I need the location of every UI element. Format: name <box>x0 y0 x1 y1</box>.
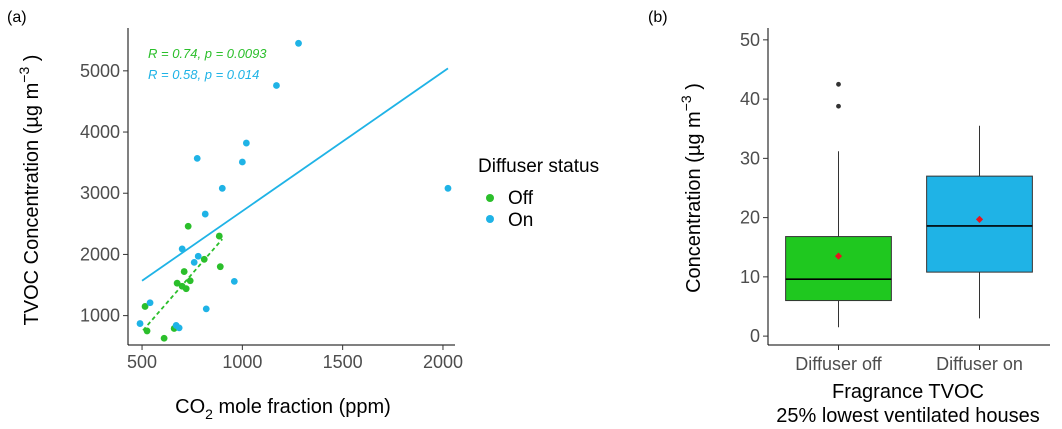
data-point-on <box>238 158 246 166</box>
panel-a: (a) 500 1000 1500 200010002000300040005000 … <box>7 9 599 422</box>
panel-a-fit-lines <box>141 67 449 331</box>
data-point-on <box>175 324 183 332</box>
stat-label-off: R = 0.74, p = 0.0093 <box>148 46 267 61</box>
y-tick-label: 40 <box>740 89 760 109</box>
data-point-on <box>230 277 238 285</box>
panel-a-y-axis-title: TVOC Concentration (µg m−3 ) <box>16 55 43 326</box>
x-tick-label: 1000 <box>222 352 262 372</box>
y-tick-label: 50 <box>740 30 760 50</box>
y-tick-label: 10 <box>740 267 760 287</box>
data-point-on <box>202 305 210 313</box>
data-point-off <box>141 303 149 310</box>
legend-key-off <box>486 194 494 202</box>
panel-a-ticks: 500 1000 1500 2000 1000 2000 3000 4000 5000 <box>80 61 463 372</box>
data-point-on <box>242 139 250 147</box>
data-point-on <box>194 252 202 260</box>
panel-b-x-axis-title-line2: 25% lowest ventilated houses <box>776 405 1040 427</box>
data-point-on <box>201 210 209 218</box>
stat-label-on: R = 0.58, p = 0.014 <box>148 67 259 82</box>
data-point-off <box>180 268 188 275</box>
panel-a-x-axis-title: CO2 mole fraction (ppm) <box>175 396 391 422</box>
fit-line-on <box>141 67 449 282</box>
y-tick-label: 2000 <box>80 244 120 264</box>
outlier-point <box>836 81 841 87</box>
y-tick-label: 30 <box>740 148 760 168</box>
panel-a-points <box>136 39 452 342</box>
y-tick-label: 0 <box>750 326 760 346</box>
x-tick-label: Diffuser on <box>936 354 1023 374</box>
panel-b-axes <box>767 28 1050 346</box>
data-point-on <box>444 184 452 192</box>
x-tick-label: 500 <box>127 352 157 372</box>
x-tick-label: Diffuser off <box>795 354 882 374</box>
data-point-on <box>190 258 198 266</box>
legend-title: Diffuser status <box>478 156 599 177</box>
data-point-on <box>146 299 154 307</box>
data-point-off <box>182 285 190 293</box>
x-tick-label: 1500 <box>323 352 363 372</box>
legend: Diffuser status Off On <box>478 156 599 231</box>
data-point-on <box>218 184 226 192</box>
data-point-off <box>160 334 168 342</box>
y-tick-label: 3000 <box>80 183 120 203</box>
fit-line-off <box>142 238 223 331</box>
y-tick-label: 5000 <box>80 61 120 81</box>
mean-marker <box>834 252 843 260</box>
data-point-on <box>193 154 201 162</box>
panel-a-label: (a) <box>7 9 27 26</box>
data-point-off <box>200 255 208 263</box>
x-tick-label: 2000 <box>423 352 463 372</box>
data-point-on <box>295 39 302 47</box>
y-tick-label: 4000 <box>80 122 120 142</box>
box-iqr <box>785 236 892 302</box>
data-point-off <box>173 279 181 287</box>
y-tick-label: 20 <box>740 208 760 228</box>
data-point-off <box>184 222 192 230</box>
data-point-on <box>136 320 144 327</box>
legend-label-off: Off <box>508 188 534 209</box>
panel-b: (b) 0 10 20 30 40 50 Diffuser off Diffuser on C… <box>648 9 1050 427</box>
panel-b-x-axis-title-line1: Fragrance TVOC <box>832 381 984 403</box>
data-point-off <box>186 277 194 285</box>
data-point-off <box>215 232 223 240</box>
legend-key-on <box>486 215 494 223</box>
data-point-off <box>216 263 224 271</box>
data-point-off <box>143 327 151 335</box>
panel-b-ticks: 0 10 20 30 40 50 Diffuser off Diffuser on <box>740 30 1023 374</box>
panel-b-y-axis-title: Concentration (µg m−3 ) <box>678 83 705 293</box>
legend-label-on: On <box>508 210 533 231</box>
panel-a-axes <box>127 28 455 346</box>
y-tick-label: 1000 <box>80 306 120 326</box>
data-point-on <box>178 245 186 253</box>
outlier-point <box>836 103 841 109</box>
data-point-on <box>273 82 280 89</box>
panel-b-label: (b) <box>648 9 668 26</box>
panel-a-stats: R = 0.74, p = 0.0093 R = 0.58, p = 0.014 <box>148 46 267 82</box>
box-iqr <box>926 175 1033 273</box>
mean-marker <box>975 215 984 223</box>
panel-b-boxes <box>785 81 1033 328</box>
